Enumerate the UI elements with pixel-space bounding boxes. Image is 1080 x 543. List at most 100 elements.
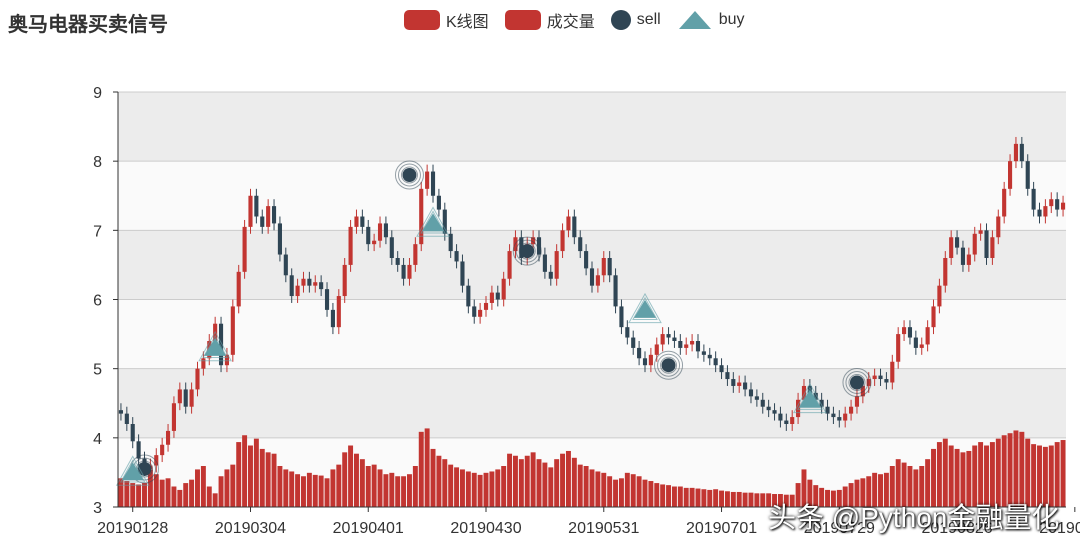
legend-label-kline: K线图 [446, 14, 489, 31]
candle [972, 233, 977, 255]
candle [254, 195, 259, 217]
legend-item-sell[interactable]: sell [610, 10, 661, 30]
candle [1055, 199, 1060, 210]
candle [890, 361, 895, 383]
volume-bar [136, 484, 142, 507]
volume-bar [306, 472, 312, 507]
volume-bar [507, 453, 513, 507]
candle [578, 237, 583, 252]
candle [307, 278, 312, 286]
candle [748, 389, 754, 397]
volume-bar [748, 492, 754, 507]
volume-bar [147, 469, 153, 507]
candle [642, 358, 648, 366]
volume-bar [554, 459, 560, 507]
volume-bar [595, 471, 601, 507]
volume-bar [230, 464, 236, 507]
volume-bar [395, 476, 401, 507]
volume-bar [948, 445, 954, 507]
volume-bar [966, 450, 972, 507]
volume-bar [565, 450, 571, 507]
candle [560, 230, 565, 252]
candle [572, 216, 577, 238]
candle [613, 275, 618, 307]
volume-bar [265, 452, 271, 507]
volume-bar [189, 479, 195, 507]
candle [631, 337, 636, 348]
candle [160, 444, 165, 456]
legend-item-volume[interactable]: 成交量 [504, 8, 595, 32]
candle [660, 334, 665, 345]
volume-bar [471, 472, 477, 507]
legend-item-buy[interactable]: buy [677, 9, 745, 31]
volume-bar [118, 478, 124, 507]
candle [383, 223, 388, 238]
sell-ripple [654, 350, 684, 380]
x-tick-label: 20190304 [215, 520, 286, 537]
volume-bar [477, 474, 483, 507]
candle [1060, 202, 1066, 210]
candle [849, 406, 854, 414]
legend-label-sell: sell [636, 11, 661, 28]
candle [1031, 188, 1036, 210]
volume-bar [666, 485, 672, 507]
volume-bar [248, 445, 253, 507]
volume-bar [489, 471, 495, 507]
candle [301, 278, 306, 286]
volume-bar [677, 486, 683, 507]
volume-bar [336, 464, 342, 507]
candle [425, 171, 430, 189]
volume-bar [130, 483, 136, 507]
volume-bar [624, 472, 630, 507]
candle [171, 403, 176, 431]
candle [230, 306, 235, 355]
candle [695, 341, 701, 352]
volume-bar [153, 474, 159, 507]
volume-bar [1025, 438, 1031, 507]
candle [672, 337, 677, 341]
volume-bar [913, 469, 919, 507]
legend-swatch-volume [504, 10, 541, 30]
candle [713, 358, 718, 366]
volume-bar [536, 459, 542, 507]
volume-bar [289, 471, 295, 507]
y-tick-label: 7 [93, 223, 102, 240]
volume-bar [919, 466, 925, 507]
candle [466, 285, 471, 307]
volume-bar [1054, 442, 1060, 507]
sell-circle-icon [610, 10, 631, 30]
candle [731, 379, 736, 386]
volume-bar [1048, 445, 1054, 507]
volume-bar [883, 472, 889, 507]
candle [772, 410, 777, 414]
volume-bar [583, 466, 589, 507]
candle [648, 354, 653, 366]
y-tick-label: 5 [93, 362, 102, 379]
candle [919, 344, 924, 348]
volume-bar [836, 489, 842, 507]
volume-bar [895, 459, 901, 507]
volume-bar [642, 479, 648, 507]
candle [454, 251, 459, 262]
candle [295, 285, 300, 297]
candle [625, 327, 630, 338]
volume-bar [872, 472, 878, 507]
volume-bar [236, 442, 242, 507]
volume-bar [383, 474, 389, 507]
legend-item-kline[interactable]: K线图 [404, 8, 489, 32]
buy-marker [633, 299, 656, 318]
candle [377, 223, 383, 241]
candle [289, 275, 294, 297]
candle [707, 354, 712, 359]
volume-bar [1042, 446, 1048, 507]
volume-bar [772, 494, 778, 507]
candle [978, 230, 983, 234]
x-tick-label: 20190401 [333, 520, 404, 537]
volume-bar [571, 457, 577, 507]
volume-bar [854, 479, 860, 507]
volume-bar [330, 469, 336, 507]
volume-bar [724, 491, 730, 507]
volume-bar [813, 485, 819, 507]
candle [177, 389, 182, 404]
candle [960, 247, 966, 265]
